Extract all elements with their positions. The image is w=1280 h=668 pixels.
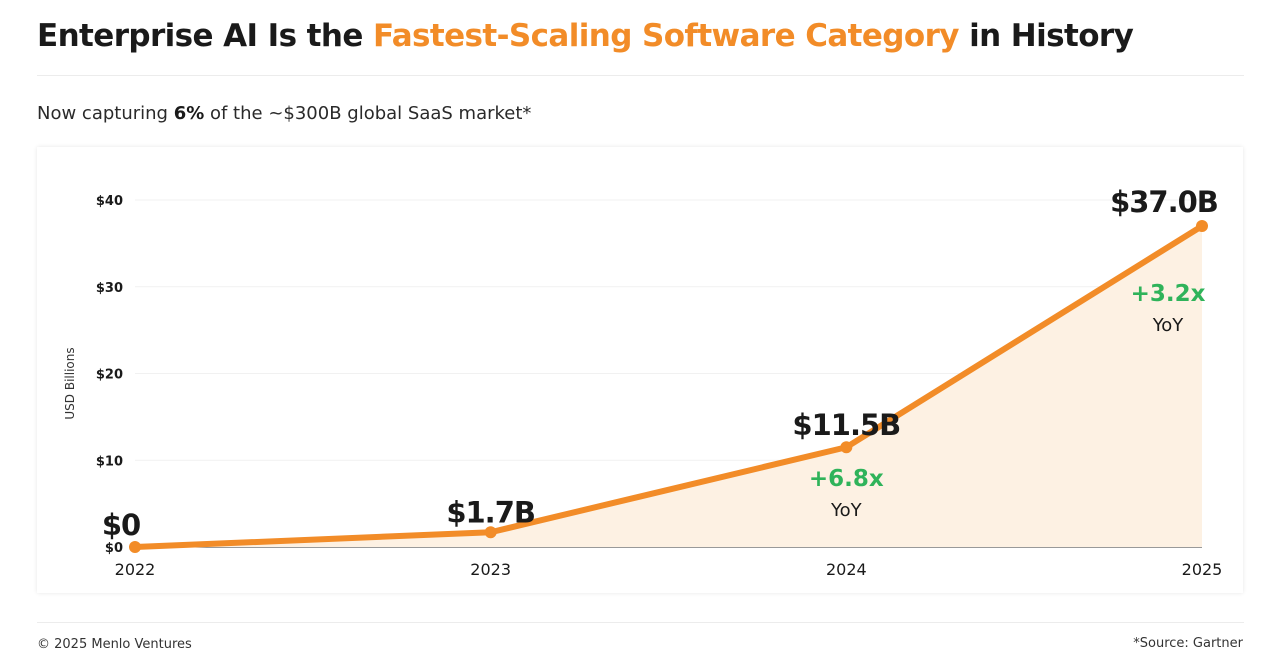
y-tick-label: $20 xyxy=(96,368,123,383)
data-label: $1.7B xyxy=(446,495,535,529)
title-part-2: in History xyxy=(958,18,1134,54)
title-accent: Fastest-Scaling Software Category xyxy=(372,18,960,54)
x-tick-label: 2023 xyxy=(470,560,511,579)
area-chart: $0 $10 $20 $30 $40 USD Billions 2022 2023 2024 20… xyxy=(63,185,1223,579)
y-tick-label: $10 xyxy=(96,454,123,469)
x-tick-label: 2022 xyxy=(115,560,156,579)
chart-card: $0 $10 $20 $30 $40 USD Billions 2022 2023 2024 20… xyxy=(37,147,1243,593)
subtitle-post: of the ~$300B global SaaS market* xyxy=(204,103,532,124)
data-label: $0 xyxy=(102,508,140,542)
footer-divider xyxy=(37,622,1244,623)
y-tick-label: $0 xyxy=(105,541,123,556)
data-point xyxy=(129,541,141,553)
subtitle-pre: Now capturing xyxy=(37,103,174,124)
copyright: © 2025 Menlo Ventures xyxy=(37,637,192,652)
subtitle: Now capturing 6% of the ~$300B global Sa… xyxy=(37,103,531,124)
growth-unit: YoY xyxy=(830,500,863,521)
title-part-1: Enterprise AI Is the xyxy=(37,18,373,54)
x-tick-label: 2025 xyxy=(1182,560,1223,579)
source-note: *Source: Gartner xyxy=(1133,636,1243,651)
y-axis-label: USD Billions xyxy=(63,347,77,419)
data-point xyxy=(1196,220,1208,233)
growth-value: +6.8x xyxy=(809,466,884,492)
header-divider xyxy=(37,75,1244,76)
subtitle-highlight: 6% xyxy=(173,103,205,124)
y-tick-label: $30 xyxy=(96,281,123,296)
x-tick-label: 2024 xyxy=(826,560,867,579)
data-point xyxy=(484,526,497,539)
growth-unit: YoY xyxy=(1152,315,1185,336)
y-tick-label: $40 xyxy=(96,194,123,209)
series-line xyxy=(132,223,1205,550)
page-title: Enterprise AI Is the Fastest-Scaling Sof… xyxy=(37,18,1134,54)
growth-value: +3.2x xyxy=(1131,281,1206,307)
data-label: $37.0B xyxy=(1110,185,1218,219)
data-label: $11.5B xyxy=(792,408,900,442)
data-point xyxy=(840,441,853,454)
area-fill xyxy=(135,226,1202,547)
